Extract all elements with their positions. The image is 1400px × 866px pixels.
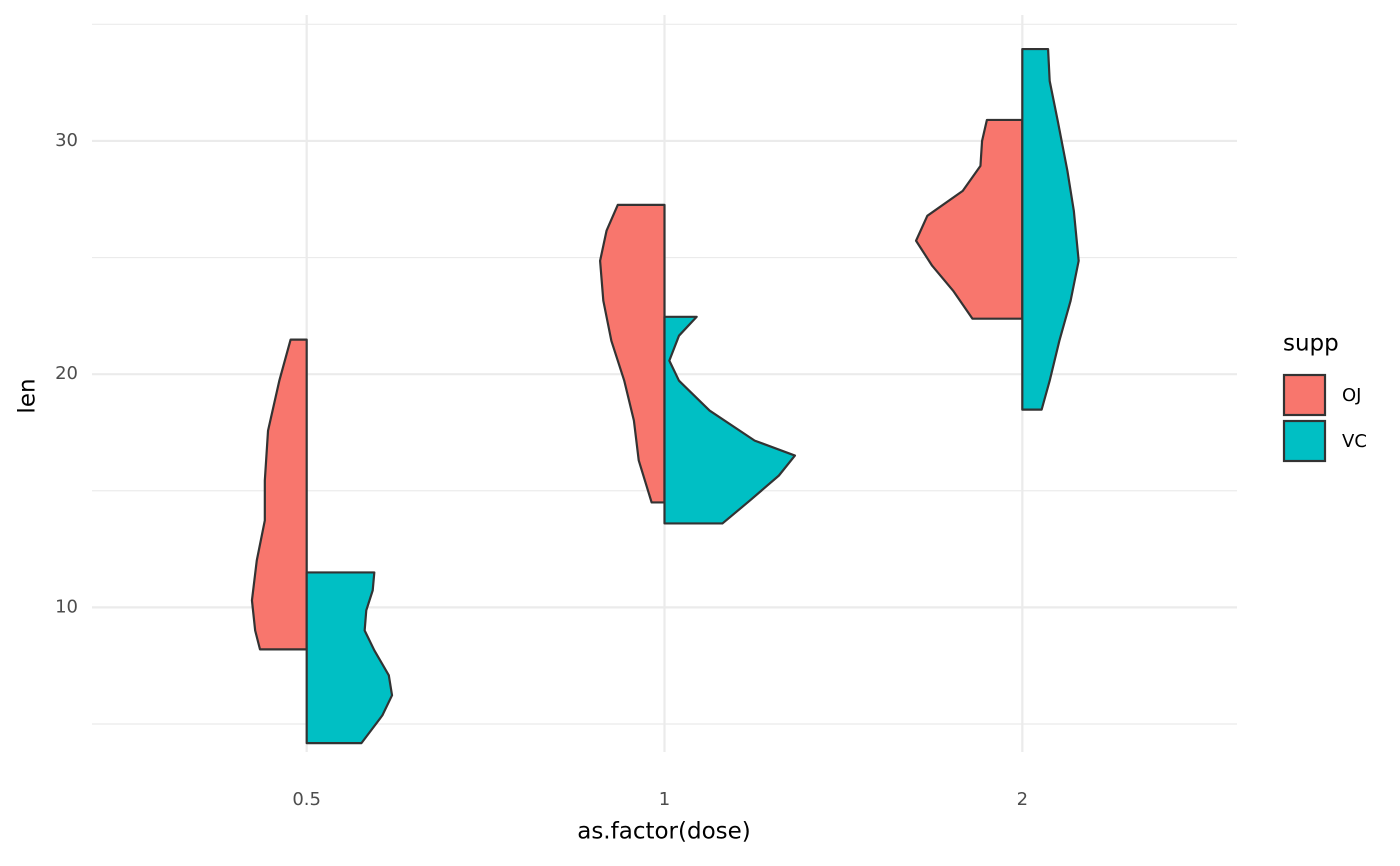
y-tick-label: 30 [55,130,78,151]
violin-half [305,571,394,745]
violin-half [250,338,308,651]
legend-key [1282,419,1327,463]
y-axis-title: len [15,378,41,413]
legend-label: OJ [1342,385,1361,406]
legend-key [1282,373,1327,417]
violin-half [663,315,797,525]
violin-half [914,118,1024,320]
x-tick-label: 1 [659,789,670,810]
x-tick-label: 0.5 [292,789,321,810]
y-tick-label: 20 [55,363,78,384]
violin-half [1021,47,1080,411]
violin-half [598,203,666,504]
legend-title: supp [1283,331,1339,357]
x-tick-label: 2 [1017,789,1028,810]
legend-label: VC [1342,431,1367,452]
y-tick-label: 10 [55,596,78,617]
x-axis-title: as.factor(dose) [577,819,751,845]
